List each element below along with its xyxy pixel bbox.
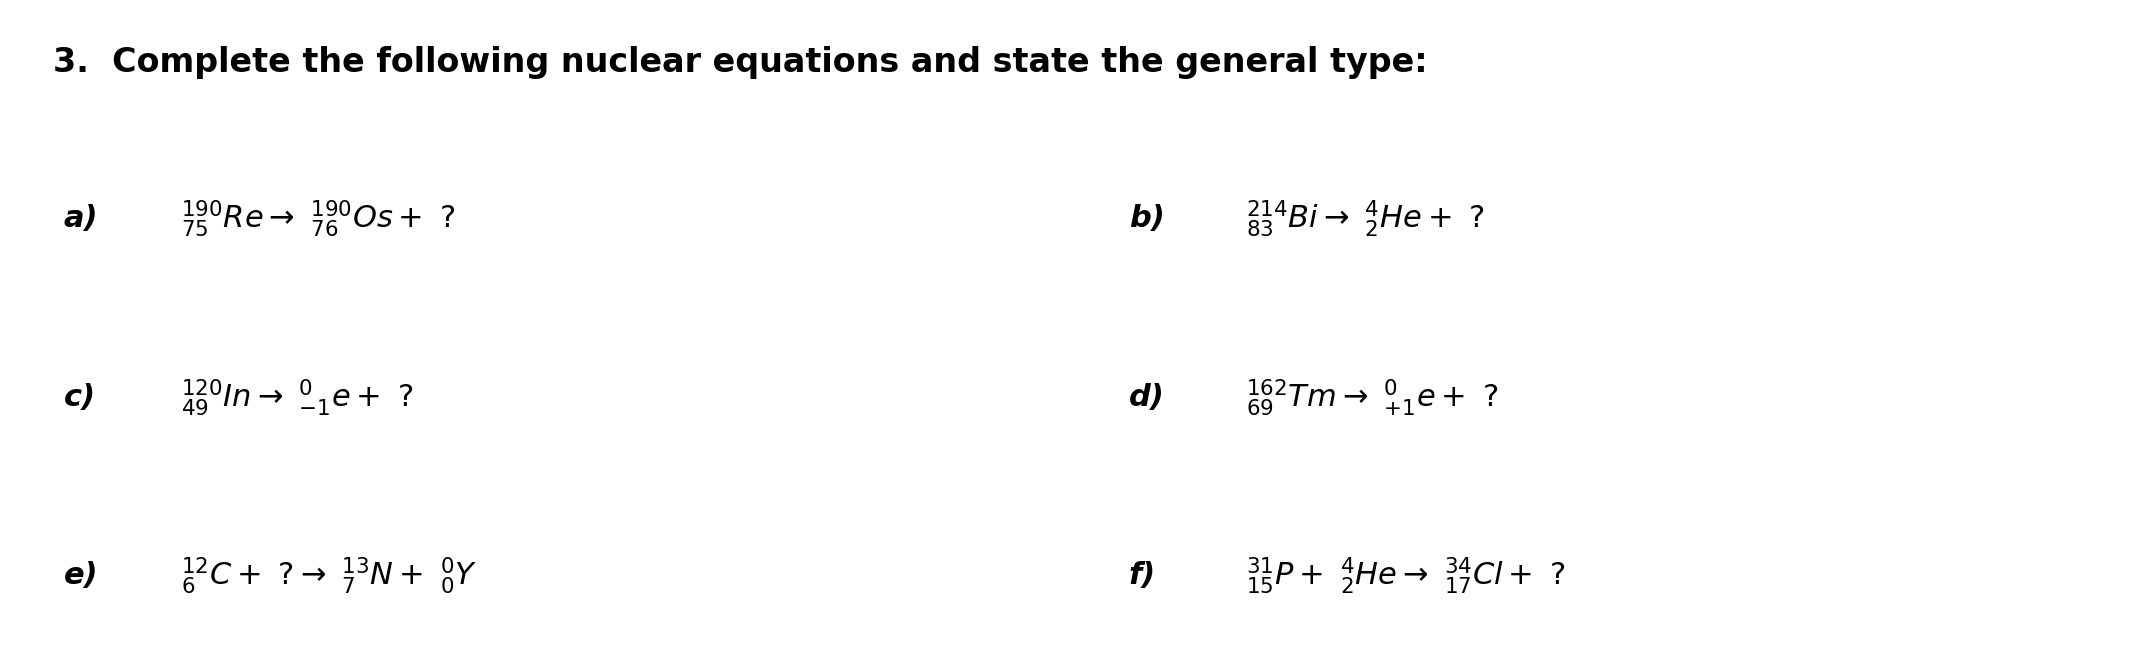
Text: $^{162}_{69}Tm \rightarrow\ ^{0}_{+1}e +\ ?$: $^{162}_{69}Tm \rightarrow\ ^{0}_{+1}e +… — [1246, 377, 1500, 418]
Text: $^{214}_{83}Bi \rightarrow\ ^{4}_{2}He +\ ?$: $^{214}_{83}Bi \rightarrow\ ^{4}_{2}He +… — [1246, 198, 1485, 239]
Text: a): a) — [64, 204, 98, 233]
Text: f): f) — [1129, 561, 1157, 591]
Text: 3.  Complete the following nuclear equations and state the general type:: 3. Complete the following nuclear equati… — [53, 46, 1427, 79]
Text: d): d) — [1129, 383, 1165, 412]
Text: $^{12}_{6}C +\ ? \rightarrow\ ^{13}_{7}N +\ ^{0}_{0}Y$: $^{12}_{6}C +\ ? \rightarrow\ ^{13}_{7}N… — [181, 555, 477, 596]
Text: $^{190}_{75}Re \rightarrow\ ^{190}_{76}Os +\ ?$: $^{190}_{75}Re \rightarrow\ ^{190}_{76}O… — [181, 198, 456, 239]
Text: c): c) — [64, 383, 96, 412]
Text: $^{31}_{15}P +\ ^{4}_{2}He \rightarrow\ ^{34}_{17}Cl +\ ?$: $^{31}_{15}P +\ ^{4}_{2}He \rightarrow\ … — [1246, 555, 1566, 596]
Text: b): b) — [1129, 204, 1165, 233]
Text: $^{120}_{49}In \rightarrow\ ^{0}_{-1}e +\ ?$: $^{120}_{49}In \rightarrow\ ^{0}_{-1}e +… — [181, 377, 413, 418]
Text: e): e) — [64, 561, 98, 591]
